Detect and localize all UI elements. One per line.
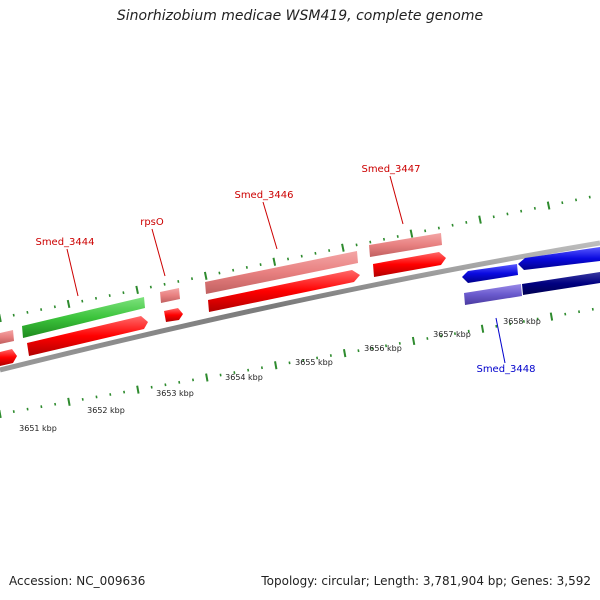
minor-tick [520, 209, 523, 213]
minor-tick [163, 282, 166, 286]
major-tick [274, 361, 278, 370]
minor-tick [533, 206, 536, 210]
minor-tick [40, 308, 43, 311]
kbp-labels: 3651 kbp 3652 kbp 3653 kbp 3654 kbp 3655… [19, 317, 541, 433]
minor-tick [12, 313, 15, 317]
feature-smed-3447[interactable] [369, 233, 442, 257]
minor-tick [369, 240, 372, 244]
major-tick [203, 271, 208, 280]
feature-red-arrow-2[interactable] [208, 270, 360, 312]
minor-tick [286, 257, 290, 261]
minor-tick [245, 265, 248, 269]
minor-tick [588, 195, 591, 199]
kbp-label: 3656 kbp [364, 344, 402, 353]
genome-summary-text: Topology: circular; Length: 3,781,904 bp… [261, 574, 591, 588]
minor-tick [108, 294, 111, 297]
minor-tick [355, 243, 358, 247]
minor-tick [53, 305, 56, 309]
minor-tick [259, 263, 262, 267]
major-tick [549, 312, 554, 321]
minor-tick [506, 212, 509, 216]
minor-tick [382, 237, 386, 241]
genome-title: Sinorhizobium medicae WSM419, complete g… [116, 8, 484, 24]
gene-labels: Smed_3444 rpsO Smed_3446 Smed_3447 Smed_… [35, 164, 535, 375]
kbp-label: 3651 kbp [19, 424, 57, 433]
minor-tick [149, 285, 152, 289]
major-tick [272, 257, 277, 266]
reverse-tick-ruler [0, 307, 594, 419]
kbp-label: 3653 kbp [156, 389, 194, 398]
minor-tick [424, 229, 427, 233]
gene-label-smed-3444[interactable]: Smed_3444 [35, 237, 94, 248]
kbp-label: 3658 kbp [503, 317, 541, 326]
minor-tick [574, 198, 578, 202]
minor-tick [26, 310, 29, 314]
gene-label-rpso[interactable]: rpsO [140, 217, 164, 228]
kbp-label: 3657 kbp [433, 330, 471, 339]
minor-tick [190, 277, 194, 281]
minor-tick [122, 291, 125, 295]
feature-red-arrow-3[interactable] [373, 252, 446, 277]
minor-tick [300, 254, 303, 258]
minor-tick [465, 220, 468, 224]
minor-tick [328, 249, 331, 252]
major-tick [66, 299, 71, 309]
major-tick [0, 313, 2, 323]
minor-tick [177, 280, 180, 283]
major-tick [342, 348, 347, 358]
minor-tick [396, 235, 399, 238]
minor-tick [437, 226, 440, 230]
feature-blue-arrow-2[interactable] [518, 247, 600, 270]
major-tick [411, 336, 416, 346]
minor-tick [561, 201, 564, 205]
major-tick [409, 229, 414, 238]
minor-tick [492, 215, 495, 219]
genome-backbone [0, 240, 600, 373]
feature-rpso-arrow[interactable] [164, 308, 183, 322]
feature-navy[interactable] [522, 272, 600, 295]
kbp-label: 3654 kbp [225, 373, 263, 382]
feature-smed-3448[interactable] [464, 284, 522, 305]
major-tick [67, 397, 71, 406]
minor-tick [451, 223, 454, 227]
major-tick [546, 201, 551, 210]
gene-label-smed-3447[interactable]: Smed_3447 [361, 164, 420, 175]
minor-tick [314, 251, 317, 255]
minor-tick [81, 299, 84, 303]
feature-red-arrow-1[interactable] [27, 316, 148, 356]
major-tick [0, 409, 2, 419]
minor-tick [232, 268, 235, 272]
major-tick [205, 373, 209, 382]
feature-smed-3446[interactable] [205, 251, 358, 294]
major-tick [136, 385, 140, 394]
feature-smed-3444[interactable] [22, 297, 145, 338]
feature-blue-arrow-1[interactable] [462, 264, 518, 283]
accession-text: Accession: NC_009636 [9, 574, 146, 588]
forward-tick-ruler [0, 195, 591, 323]
minor-tick [218, 271, 221, 275]
kbp-label: 3655 kbp [295, 358, 333, 367]
feature-rpso[interactable] [160, 288, 180, 303]
major-tick [480, 324, 485, 333]
minor-tick [94, 296, 98, 300]
label-leaders [66, 175, 506, 364]
feature-left-red-arrow[interactable] [0, 349, 17, 366]
feature-left-pink[interactable] [0, 330, 14, 344]
kbp-label: 3652 kbp [87, 406, 125, 415]
major-tick [341, 243, 345, 252]
feature-track [0, 233, 600, 366]
major-tick [135, 285, 139, 295]
gene-label-smed-3446[interactable]: Smed_3446 [234, 190, 293, 201]
major-tick [478, 215, 482, 224]
gene-label-smed-3448[interactable]: Smed_3448 [476, 364, 535, 375]
